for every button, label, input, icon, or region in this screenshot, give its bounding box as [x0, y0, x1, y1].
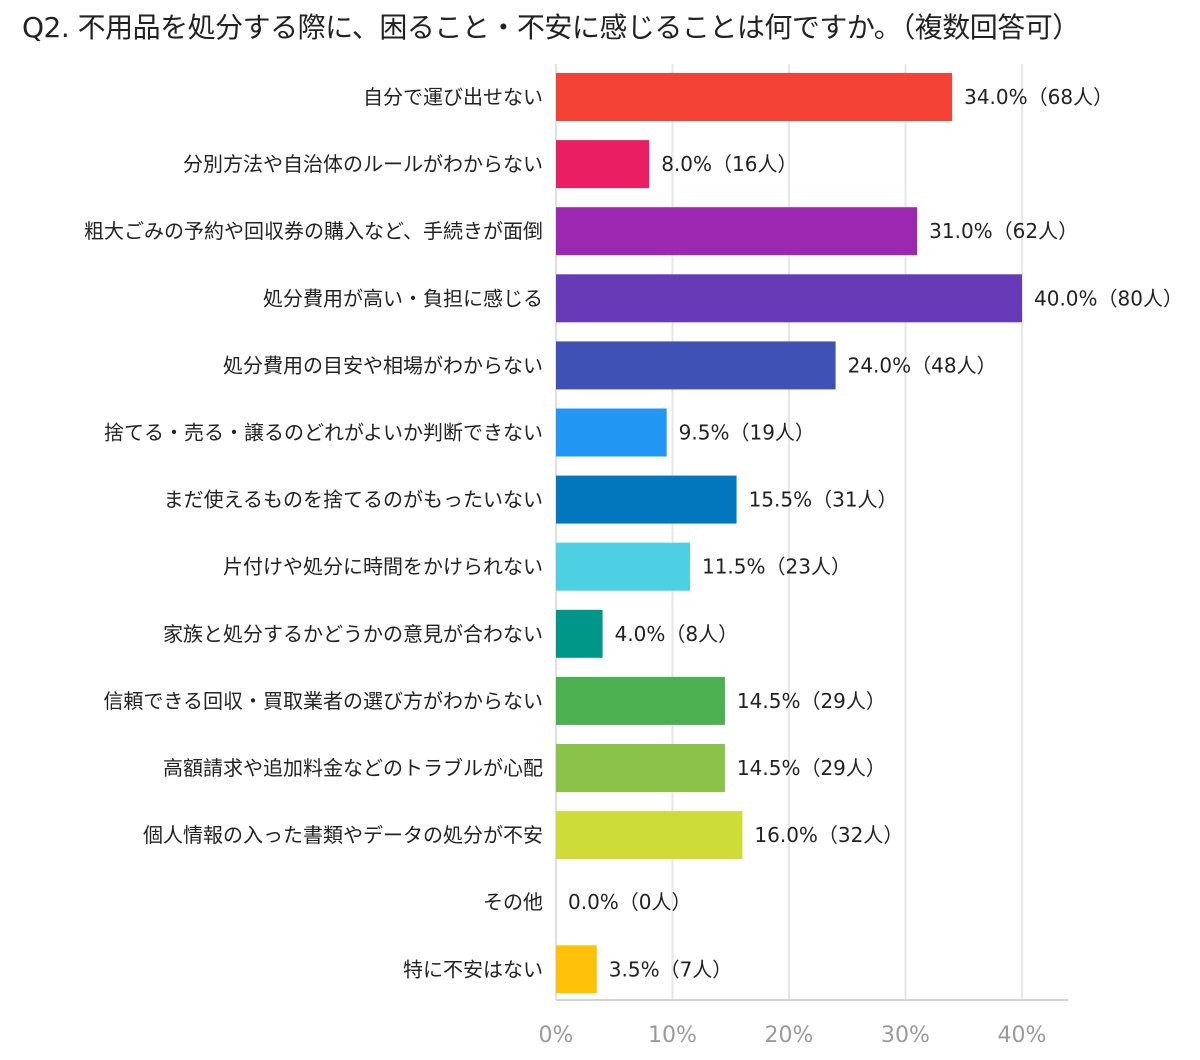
data-label: 14.5%（29人）	[737, 756, 886, 780]
x-tick-label: 30%	[881, 1023, 930, 1048]
x-tick-label: 40%	[998, 1023, 1047, 1048]
data-label: 31.0%（62人）	[929, 219, 1078, 243]
data-label: 24.0%（48人）	[848, 353, 997, 377]
category-label: 粗大ごみの予約や回収券の購入など、手続きが面倒	[84, 219, 543, 243]
data-label: 40.0%（80人）	[1034, 286, 1183, 310]
category-label: 片付けや処分に時間をかけられない	[223, 555, 543, 579]
bar	[556, 341, 836, 390]
x-tick-labels: 0% 10% 20% 30% 40%	[539, 1023, 1047, 1048]
data-label: 4.0%（8人）	[615, 622, 739, 646]
x-tick-label: 0%	[539, 1023, 574, 1048]
category-label: 処分費用が高い・負担に感じる	[263, 286, 543, 310]
category-label: まだ使えるものを捨てるのがもったいない	[164, 488, 543, 512]
data-label: 11.5%（23人）	[702, 555, 851, 579]
bar	[556, 811, 743, 860]
data-label: 9.5%（19人）	[679, 421, 815, 445]
category-label: 高額請求や追加料金などのトラブルが心配	[163, 756, 543, 780]
bar	[556, 140, 650, 189]
category-label: 家族と処分するかどうかの意見が合わない	[163, 622, 543, 646]
category-label: 自分で運び出せない	[363, 85, 543, 109]
grid-lines	[555, 64, 1069, 1001]
category-label: 個人情報の入った書類やデータの処分が不安	[143, 823, 543, 847]
x-tick-label: 10%	[648, 1023, 697, 1048]
bars	[556, 73, 1022, 994]
data-label: 8.0%（16人）	[661, 152, 797, 176]
data-label: 3.5%（7人）	[609, 957, 733, 981]
bar	[556, 676, 725, 725]
bar	[556, 744, 725, 792]
bar	[556, 609, 603, 658]
category-label: 処分費用の目安や相場がわからない	[223, 353, 543, 377]
bar	[556, 274, 1022, 323]
x-tick-label: 20%	[765, 1023, 814, 1048]
data-label: 0.0%（0人）	[568, 890, 692, 914]
category-label: 分別方法や自治体のルールがわからない	[183, 152, 543, 176]
bar	[556, 945, 597, 994]
category-label: 特に不安はない	[403, 957, 543, 981]
category-labels: 自分で運び出せない分別方法や自治体のルールがわからない粗大ごみの予約や回収券の購…	[84, 85, 543, 981]
bar	[556, 207, 918, 256]
category-label: 捨てる・売る・譲るのどれがよいか判断できない	[104, 421, 543, 445]
bar	[556, 408, 667, 457]
bar	[556, 475, 737, 524]
data-label: 15.5%（31人）	[749, 488, 898, 512]
value-labels: 34.0%（68人） 8.0%（16人） 31.0%（62人） 40.0%（80人） 2…	[568, 85, 1183, 981]
data-label: 16.0%（32人）	[754, 823, 903, 847]
bar	[556, 542, 690, 591]
data-label: 34.0%（68人）	[964, 85, 1113, 109]
data-label: 14.5%（29人）	[737, 689, 886, 713]
chart-title: Q2. 不用品を処分する際に、困ること・不安に感じることは何ですか。（複数回答可…	[22, 11, 1080, 44]
category-label: 信頼できる回収・買取業者の選び方がわからない	[103, 689, 543, 713]
category-label: その他	[483, 890, 543, 914]
bar	[556, 73, 953, 121]
